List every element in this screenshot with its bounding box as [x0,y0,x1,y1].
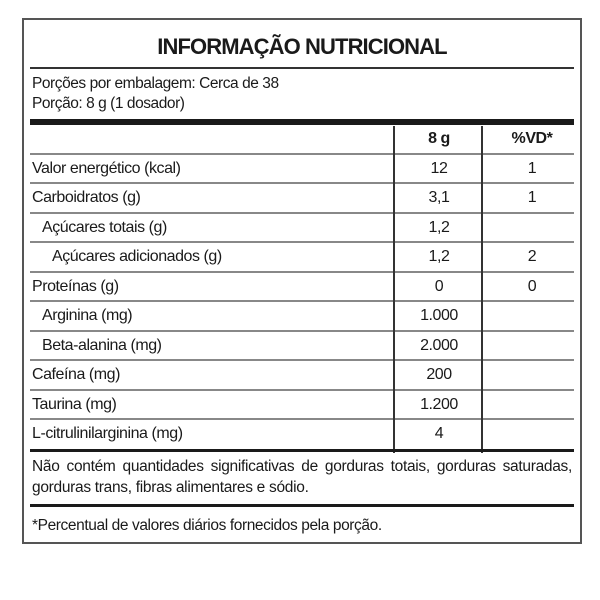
nutrient-dv: 1 [527,159,537,177]
nutrient-name: Valor energético (kcal) [32,159,181,177]
nutrient-name: Carboidratos (g) [32,189,141,206]
nutrient-dv: 2 [527,248,537,265]
nutrient-value: 1.000 [420,307,458,324]
nutrient-name: L-citrulinilarginina (mg) [32,425,183,442]
thick-divider [30,504,574,507]
nutrient-dv: 0 [527,277,537,295]
nutrient-name: Açúcares adicionados (g) [52,248,222,265]
table-row: Valor energético (kcal) 12 1 [30,155,574,184]
thick-divider [30,449,574,452]
table-row: Beta-alanina (mg) 2.000 [30,332,574,361]
divider [30,67,574,69]
nutrient-value: 1,2 [428,218,450,236]
disclaimer-note: Não contém quantidades significativas de… [32,458,572,496]
nutrient-value: 0 [434,277,444,295]
thick-divider [30,119,574,125]
nutrient-name: Açúcares totais (g) [42,218,167,236]
header-dv: %VD* [511,130,553,147]
servings-per-package: Porções por embalagem: Cerca de 38 [32,75,279,92]
table-header: 8 g %VD* [30,125,574,155]
nutrient-dv: 1 [527,189,537,206]
nutrient-value: 200 [426,366,452,383]
table-row: Taurina (mg) 1.200 [30,391,574,420]
column-divider [393,126,395,453]
table-row: Cafeína (mg) 200 [30,361,574,391]
table-row: Açúcares totais (g) 1,2 [30,214,574,243]
table-row: Arginina (mg) 1.000 [30,302,574,332]
table-row: L-citrulinilarginina (mg) 4 [30,420,574,450]
nutrient-name: Taurina (mg) [32,395,117,413]
table-row: Açúcares adicionados (g) 1,2 2 [30,243,574,273]
nutrient-value: 1.200 [420,395,458,413]
label-title: INFORMAÇÃO NUTRICIONAL [157,34,447,59]
footnote: *Percentual de valores diários fornecido… [32,517,382,534]
nutrient-value: 12 [430,159,448,177]
nutrient-value: 4 [434,425,444,442]
serving-size: Porção: 8 g (1 dosador) [32,95,185,112]
nutrient-value: 3,1 [428,189,450,206]
nutrient-name: Arginina (mg) [42,307,133,324]
nutrient-name: Proteínas (g) [32,277,119,295]
nutrition-facts-label: INFORMAÇÃO NUTRICIONAL Porções por embal… [22,18,582,544]
table-row: Carboidratos (g) 3,1 1 [30,184,574,214]
nutrient-value: 2.000 [420,336,458,354]
column-divider [481,126,483,453]
nutrient-value: 1,2 [428,248,450,265]
table-row: Proteínas (g) 0 0 [30,273,574,302]
header-portion: 8 g [428,130,450,147]
nutrient-name: Beta-alanina (mg) [42,336,162,354]
nutrient-name: Cafeína (mg) [32,366,120,383]
